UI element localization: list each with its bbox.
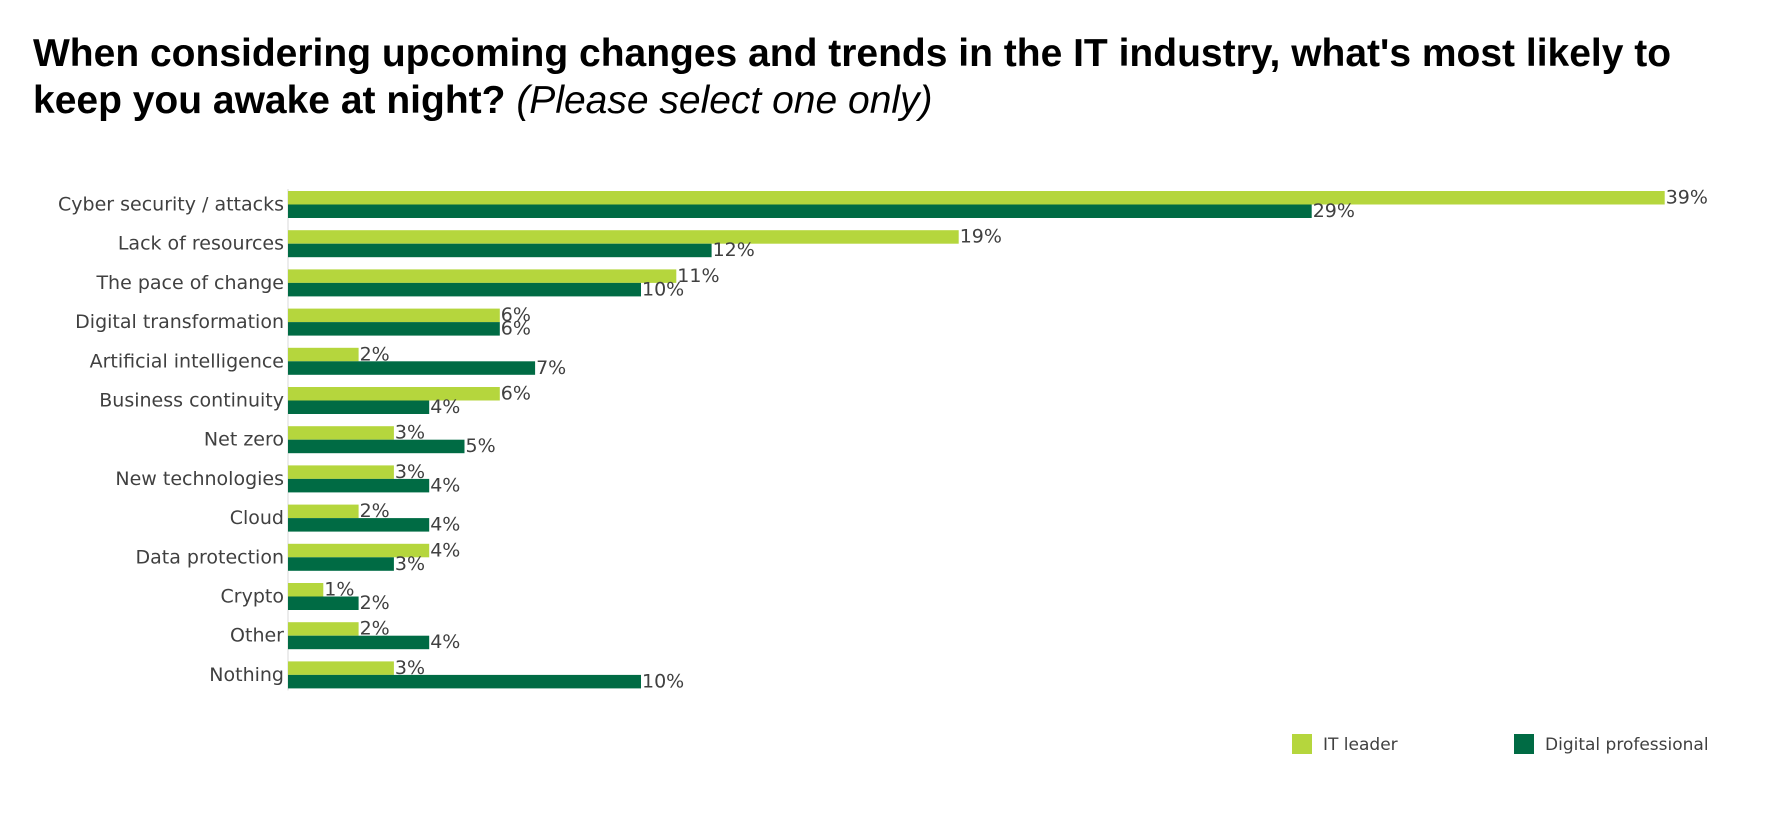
legend-swatch-digital-professional [1514, 734, 1534, 754]
title-text: When considering upcoming changes and tr… [33, 32, 1672, 122]
category-label-other: Other [230, 625, 284, 647]
value-label-it-leader-business-continuity: 6% [501, 383, 531, 405]
value-label-digital-professional-the-pace-of-change: 10% [642, 278, 684, 300]
category-label-cyber-security-attacks: Cyber security / attacks [58, 194, 284, 216]
bar-it-leader-cloud [288, 504, 359, 519]
bar-marks [288, 191, 1665, 689]
bar-digital-professional-business-continuity [288, 400, 430, 414]
value-label-it-leader-lack-of-resources: 19% [960, 226, 1002, 248]
value-label-it-leader-nothing: 3% [395, 657, 425, 679]
value-label-digital-professional-digital-transformation: 6% [501, 318, 531, 340]
bar-it-leader-artificial-intelligence [288, 347, 359, 362]
category-label-net-zero: Net zero [204, 429, 284, 451]
bar-it-leader-cyber-security-attacks [288, 191, 1665, 205]
bar-it-leader-data-protection [288, 543, 430, 558]
legend-label-it-leader: IT leader [1323, 735, 1398, 755]
value-label-it-leader-data-protection: 4% [430, 539, 460, 561]
bar-digital-professional-crypto [288, 596, 359, 610]
category-label-business-continuity: Business continuity [99, 390, 284, 412]
category-label-data-protection: Data protection [136, 546, 284, 568]
value-label-it-leader-crypto: 1% [324, 579, 354, 601]
value-label-digital-professional-artificial-intelligence: 7% [536, 357, 566, 379]
value-label-digital-professional-nothing: 10% [642, 670, 684, 692]
value-label-it-leader-artificial-intelligence: 2% [360, 343, 390, 365]
category-label-crypto: Crypto [221, 586, 284, 608]
bar-digital-professional-digital-transformation [288, 322, 500, 336]
bar-digital-professional-lack-of-resources [288, 243, 712, 258]
value-label-digital-professional-lack-of-resources: 12% [713, 239, 755, 261]
value-label-digital-professional-new-technologies: 4% [430, 474, 460, 496]
bar-it-leader-new-technologies [288, 465, 394, 479]
value-label-it-leader-digital-transformation: 6% [501, 304, 531, 326]
bar-it-leader-lack-of-resources [288, 230, 959, 244]
category-label-lack-of-resources: Lack of resources [118, 233, 284, 255]
value-label-digital-professional-crypto: 2% [360, 592, 390, 614]
chart-subtitle: (Please select one only) [516, 79, 933, 122]
legend-label-digital-professional: Digital professional [1545, 735, 1709, 755]
category-label-new-technologies: New technologies [115, 468, 284, 490]
value-label-it-leader-cyber-security-attacks: 39% [1666, 187, 1708, 209]
value-label-it-leader-cloud: 2% [360, 500, 390, 522]
bar-it-leader-business-continuity [288, 387, 500, 401]
value-label-it-leader-net-zero: 3% [395, 422, 425, 444]
value-label-it-leader-the-pace-of-change: 11% [677, 265, 719, 287]
bar-digital-professional-net-zero [288, 439, 465, 454]
value-label-it-leader-other: 2% [360, 618, 390, 640]
category-label-the-pace-of-change: The pace of change [95, 272, 284, 294]
legend-swatch-it-leader [1292, 734, 1312, 754]
value-label-digital-professional-cyber-security-attacks: 29% [1313, 200, 1355, 222]
value-labels: 39%29%19%12%11%10%6%6%2%7%6%4%3%5%3%4%2%… [324, 187, 1708, 693]
category-label-cloud: Cloud [230, 507, 284, 529]
category-label-nothing: Nothing [209, 664, 284, 686]
bar-it-leader-crypto [288, 583, 324, 597]
bar-it-leader-the-pace-of-change [288, 269, 677, 283]
value-label-digital-professional-other: 4% [430, 631, 460, 653]
value-label-digital-professional-net-zero: 5% [466, 435, 496, 457]
value-label-digital-professional-data-protection: 3% [395, 553, 425, 575]
bar-it-leader-other [288, 622, 359, 636]
category-labels: Cyber security / attacks Lack of resource… [58, 194, 284, 686]
bar-it-leader-nothing [288, 661, 394, 675]
value-label-it-leader-new-technologies: 3% [395, 461, 425, 483]
chart-title: When considering upcoming changes and tr… [33, 30, 1753, 124]
bar-digital-professional-nothing [288, 674, 641, 689]
bar-it-leader-net-zero [288, 426, 394, 440]
bar-digital-professional-cloud [288, 518, 430, 532]
value-label-digital-professional-business-continuity: 4% [430, 396, 460, 418]
chart-legend: IT leader Digital professional [1292, 734, 1709, 755]
bar-it-leader-digital-transformation [288, 308, 500, 323]
bar-digital-professional-cyber-security-attacks [288, 204, 1312, 218]
bar-digital-professional-the-pace-of-change [288, 282, 641, 297]
bar-digital-professional-new-technologies [288, 478, 430, 493]
category-label-digital-transformation: Digital transformation [75, 311, 284, 333]
bar-digital-professional-other [288, 635, 430, 650]
value-label-digital-professional-cloud: 4% [430, 514, 460, 536]
bar-digital-professional-artificial-intelligence [288, 361, 536, 375]
category-label-artificial-intelligence: Artificial intelligence [90, 350, 284, 372]
bar-digital-professional-data-protection [288, 557, 394, 571]
